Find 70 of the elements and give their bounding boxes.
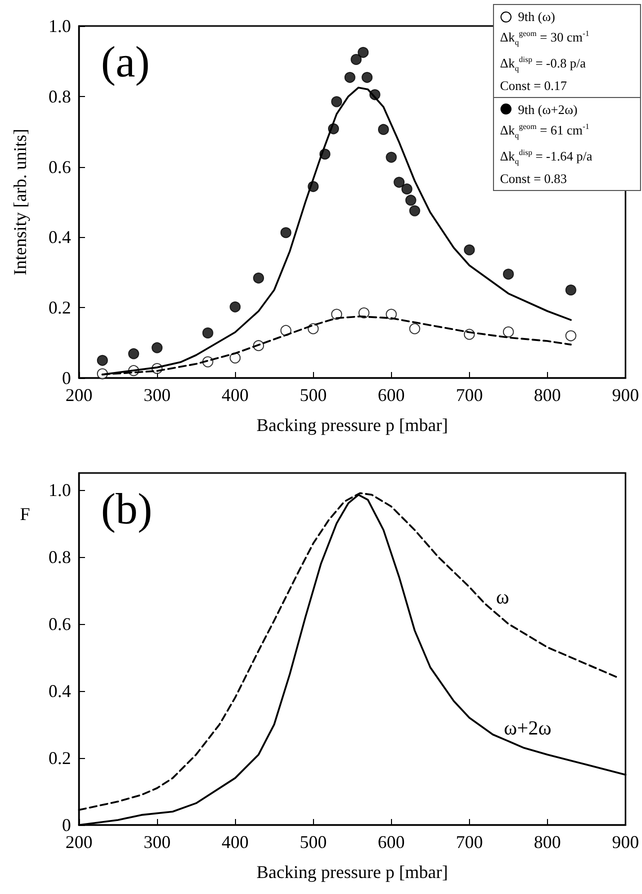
legend-label: 9th (ω) — [518, 8, 556, 25]
annotation: (b) — [101, 484, 152, 534]
point — [96, 354, 108, 366]
y-tick-label: 0.4 — [48, 680, 71, 701]
y-tick-label: 0.8 — [48, 86, 71, 106]
x-tick-label: 700 — [456, 385, 483, 405]
point — [394, 176, 405, 188]
x-tick-label: 800 — [534, 385, 561, 405]
annotation: Const = 0.17 — [500, 76, 568, 94]
x-tick-label: 800 — [534, 832, 561, 852]
point — [386, 152, 397, 163]
x-tick-label: 400 — [222, 832, 249, 852]
point — [409, 323, 420, 334]
point — [202, 327, 214, 338]
x-tick-label: 200 — [66, 385, 92, 405]
series-label: ω — [496, 586, 510, 609]
annotation: Δk$_{q}$$^{disp}$ = -1.64 p/a — [500, 146, 594, 168]
annotation: Δk$_{q}$$^{geom}$ = 61 cm$^{-1}$ — [500, 120, 590, 142]
y-tick-label: 1.0 — [48, 480, 71, 500]
legend-label: 9th (ω+2ω) — [518, 100, 578, 118]
point — [362, 72, 373, 83]
x-tick-label: 900 — [612, 385, 639, 405]
y-tick-label: 0 — [62, 815, 71, 835]
point — [280, 227, 292, 238]
y-tick-label: 0.4 — [48, 227, 71, 248]
point — [409, 205, 420, 216]
series-label: ω+2ω — [504, 717, 552, 740]
x-tick-label: 300 — [144, 832, 171, 852]
point — [405, 194, 416, 206]
y-tick-label: 0.8 — [48, 546, 71, 567]
point — [565, 330, 576, 342]
point — [464, 244, 475, 256]
annotation: (a) — [101, 38, 150, 86]
x-tick-label: 200 — [66, 832, 92, 852]
annotation: Δk$_{q}$$^{disp}$ = -0.8 p/a — [500, 54, 587, 75]
point — [152, 342, 163, 354]
x-tick-label: 500 — [300, 832, 327, 852]
point — [401, 183, 412, 194]
y-tick-label: 0.6 — [48, 614, 71, 634]
point — [378, 124, 389, 135]
y-axis-title: Intensity [arb. units] — [10, 128, 30, 276]
x-tick-label: 500 — [300, 385, 327, 405]
x-tick-label: 600 — [378, 385, 405, 405]
point — [230, 301, 241, 312]
x-tick-label: 300 — [144, 385, 171, 405]
annotation: Δk$_{q}$$^{geom}$ = 30 cm$^{-1}$ — [500, 28, 590, 49]
point — [502, 268, 514, 280]
point — [128, 348, 140, 360]
x-tick-label: 400 — [222, 385, 249, 405]
annotation: Const = 0.83 — [500, 170, 568, 187]
point — [350, 54, 362, 65]
point — [230, 352, 241, 364]
point — [502, 326, 514, 338]
y-tick-label: 0.2 — [48, 298, 71, 318]
point — [344, 72, 356, 83]
x-tick-label: 700 — [456, 832, 483, 852]
y-tick-label: 0 — [62, 368, 71, 388]
x-axis-title: Backing pressure p [mbar] — [256, 415, 448, 435]
point — [386, 308, 397, 320]
y-tick-label: 0.2 — [48, 748, 71, 768]
y-tick-label: 1.0 — [48, 16, 71, 36]
x-tick-label: 900 — [612, 832, 639, 852]
point — [565, 284, 576, 296]
point — [331, 96, 342, 108]
point — [253, 272, 264, 284]
point — [358, 46, 369, 58]
y-tick-label: 0.6 — [48, 156, 71, 177]
x-tick-label: 600 — [378, 832, 405, 852]
x-axis-title: Backing pressure p [mbar] — [256, 862, 448, 882]
y-axis-title: F — [20, 504, 30, 524]
